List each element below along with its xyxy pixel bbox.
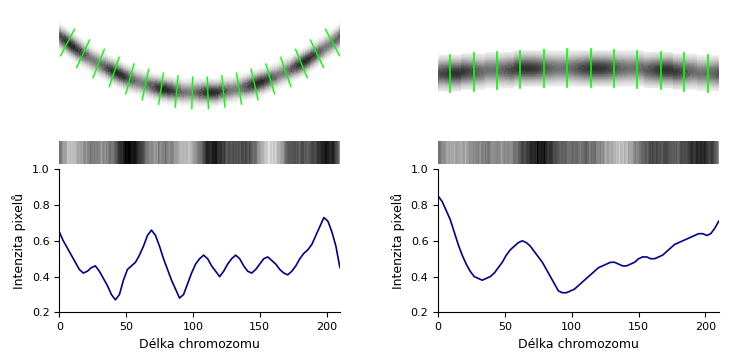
X-axis label: Délka chromozomu: Délka chromozomu <box>518 338 639 351</box>
X-axis label: Délka chromozomu: Délka chromozomu <box>139 338 260 351</box>
Y-axis label: Intenzita pixelů: Intenzita pixelů <box>391 193 405 289</box>
Y-axis label: Intenzita pixelů: Intenzita pixelů <box>13 193 26 289</box>
